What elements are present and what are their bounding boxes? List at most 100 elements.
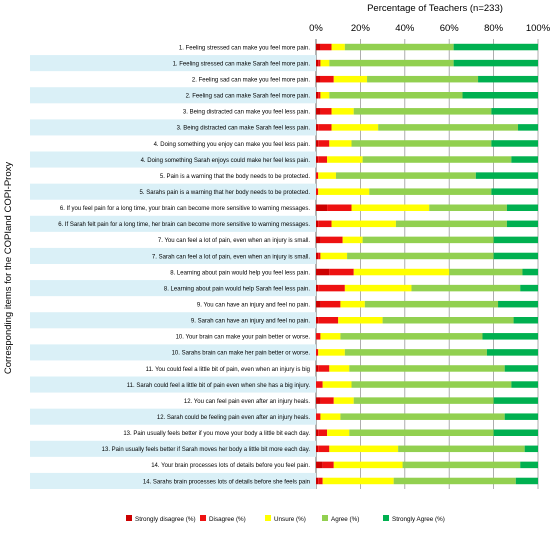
x-tick-label: 60% xyxy=(440,23,460,34)
bar-segment xyxy=(518,124,538,131)
category-label: 7. You can feel a lot of pain, even when… xyxy=(158,238,310,244)
bar-segment xyxy=(493,397,538,404)
bar-segment xyxy=(369,188,492,195)
bar-segment xyxy=(316,477,319,485)
legend-label: Strongly disagree (%) xyxy=(135,516,196,523)
bar-segment xyxy=(338,317,383,324)
bar-segment xyxy=(491,188,538,195)
bar-segment xyxy=(511,381,538,388)
bar-segment xyxy=(316,75,321,83)
bar-segment xyxy=(522,268,538,276)
row-band xyxy=(30,280,316,297)
bar-segment xyxy=(322,461,334,469)
category-label: 6. If Sarah felt pain for a long time, h… xyxy=(58,222,310,228)
row-band xyxy=(30,376,316,393)
category-label: 8. Learning about pain would help you fe… xyxy=(170,270,310,276)
bar-segment xyxy=(318,284,345,292)
x-tick-label: 40% xyxy=(395,23,415,34)
bar-segment xyxy=(344,284,412,292)
bar-segment xyxy=(329,140,352,147)
bar-segment xyxy=(316,317,319,324)
legend-label: Unsure (%) xyxy=(274,516,306,523)
bar-segment xyxy=(316,461,323,469)
legend-label: Strongly Agree (%) xyxy=(392,516,445,523)
bar-segment xyxy=(329,92,463,99)
bar-segment xyxy=(520,284,538,292)
bar-segment xyxy=(382,317,514,324)
row-band xyxy=(30,247,316,264)
bar-segment xyxy=(411,284,521,292)
bar-segment xyxy=(320,108,332,115)
bar-segment xyxy=(322,381,352,388)
bar-segment xyxy=(333,75,368,83)
category-label: 10. Sarahs brain can make her pain bette… xyxy=(172,351,311,357)
bar-segment xyxy=(316,92,319,99)
bar-segment xyxy=(498,300,538,308)
bar-segment xyxy=(320,397,334,404)
bar-segment xyxy=(318,124,332,131)
bar-segment xyxy=(318,445,330,453)
category-label: 4. Doing something Sarah enjoys could ma… xyxy=(141,158,311,164)
y-axis-title: Corresponding items for the COPIand COPI… xyxy=(3,162,14,375)
legend: Strongly disagree (%) Disagree (%) Unsure … xyxy=(126,515,445,523)
bar-segment xyxy=(362,156,512,163)
category-label: 3. Being distracted can make Sarah feel … xyxy=(177,126,311,132)
category-label: 13. Pain usually feels better if you mov… xyxy=(123,431,310,437)
bar-segment xyxy=(504,413,538,420)
bar-segment xyxy=(318,317,339,324)
row-band xyxy=(30,440,316,457)
bar-segment xyxy=(316,156,319,163)
bar-segment xyxy=(318,429,328,436)
bar-segment xyxy=(504,365,538,372)
legend-swatch xyxy=(200,515,206,521)
x-tick-label: 80% xyxy=(484,23,504,34)
row-band xyxy=(30,55,316,72)
bar-segment xyxy=(347,252,494,260)
category-label: 2. Feeling sad can make Sarah feel more … xyxy=(186,94,311,100)
bar-segment xyxy=(316,445,319,453)
bar-segment xyxy=(316,236,321,244)
bar-segment xyxy=(316,252,319,260)
bar-segment xyxy=(318,365,330,372)
bar-segment xyxy=(364,300,499,308)
bar-segment xyxy=(482,333,538,340)
category-label: 13. Pain usually feels better if Sarah m… xyxy=(102,447,311,453)
bar-segment xyxy=(331,220,396,228)
bar-segment xyxy=(524,445,538,453)
bar-segment xyxy=(320,75,334,83)
bar-segment xyxy=(322,477,394,485)
bar-segment xyxy=(318,140,330,147)
bar-segment xyxy=(340,333,483,340)
bar-segment xyxy=(329,59,454,67)
bar-segment xyxy=(453,43,538,51)
bar-segment xyxy=(318,172,336,179)
bar-segment xyxy=(511,156,538,163)
bar-segment xyxy=(318,156,328,163)
bar-segment xyxy=(316,204,328,211)
bar-segment xyxy=(335,172,476,179)
bar-segment xyxy=(367,75,479,83)
bar-segment xyxy=(344,43,454,51)
bar-segment xyxy=(353,108,492,115)
bar-segment xyxy=(331,43,345,51)
bar-segment xyxy=(316,381,323,388)
row-band xyxy=(30,151,316,168)
legend-swatch xyxy=(265,515,271,521)
row-bands xyxy=(30,55,316,489)
category-label: 1. Feeling stressed can make Sarah feel … xyxy=(173,61,311,67)
bar-segment xyxy=(316,365,319,372)
row-band xyxy=(30,119,316,136)
bar-segment xyxy=(318,188,370,195)
category-labels: 1. Feeling stressed can make you feel mo… xyxy=(58,45,310,485)
category-label: 5. Sarahs pain is a warning that her bod… xyxy=(140,190,311,196)
bar-segment xyxy=(344,349,487,356)
bar-segment xyxy=(340,300,365,308)
bar-segment xyxy=(320,413,341,420)
bar-segment xyxy=(506,204,538,211)
bar-segment xyxy=(493,252,538,260)
bar-segment xyxy=(340,413,505,420)
legend-label: Agree (%) xyxy=(331,516,359,523)
bar-segment xyxy=(316,397,321,404)
bar-segment xyxy=(329,445,399,453)
